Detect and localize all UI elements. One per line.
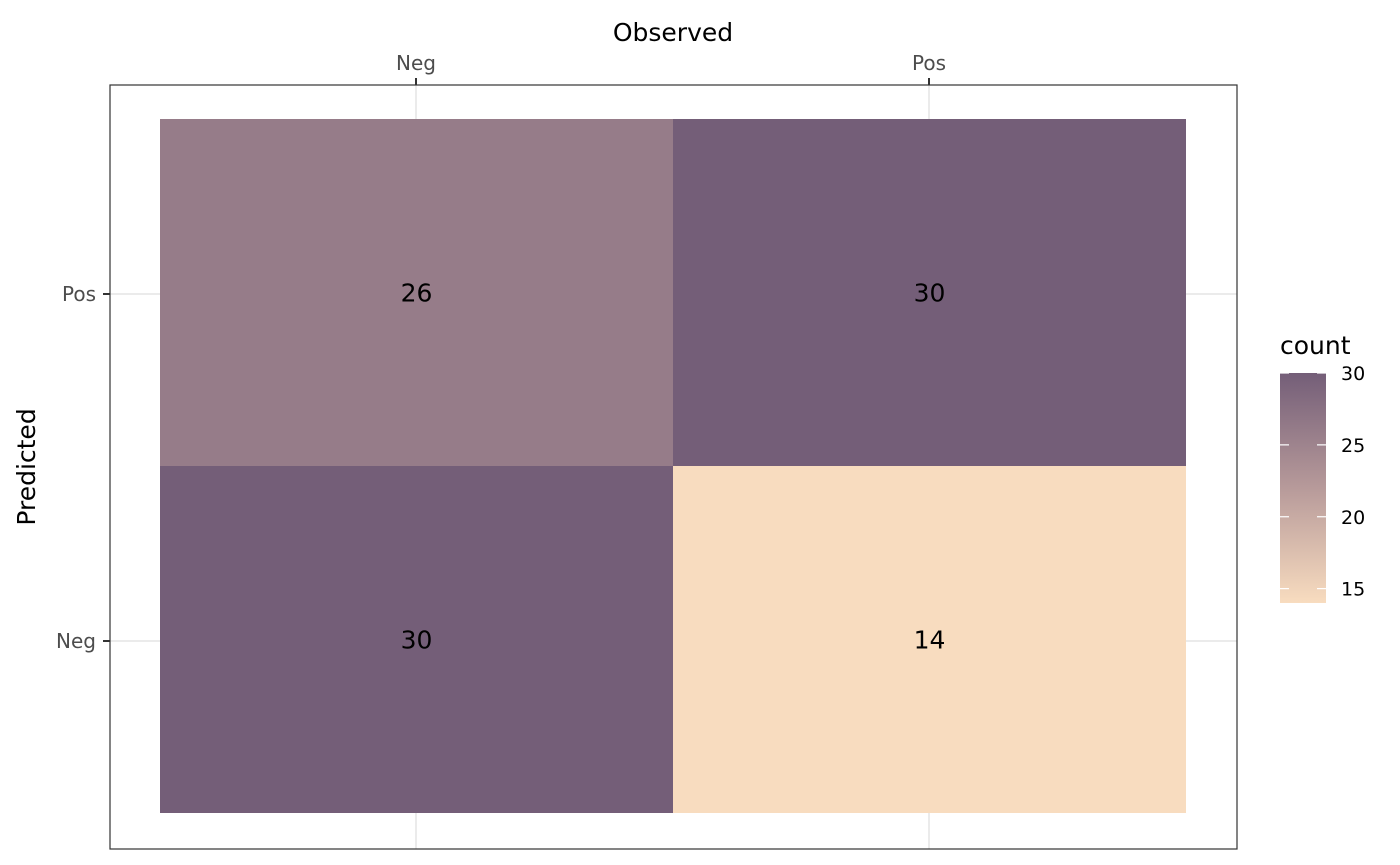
tile-label-observed-neg-neg: 30 <box>401 626 433 655</box>
y-tick-label-pos: Pos <box>62 282 96 306</box>
x-axis-top: Neg Pos Observed <box>396 18 946 85</box>
y-axis-left: Pos Neg Predicted <box>12 282 110 653</box>
y-tick-label-neg: Neg <box>56 629 96 653</box>
legend-tick-label-30: 30 <box>1341 363 1365 385</box>
x-axis-title: Observed <box>613 18 733 47</box>
x-tick-label-pos: Pos <box>912 51 946 75</box>
y-axis-title: Predicted <box>12 408 41 525</box>
tile-observed-pos-neg <box>673 466 1186 813</box>
legend-colorbar <box>1280 373 1326 603</box>
legend-tick-label-20: 20 <box>1341 507 1365 529</box>
tile-observed-pos-pos <box>673 119 1186 466</box>
tile-observed-neg-neg <box>160 466 673 813</box>
tile-label-observed-pos-neg: 14 <box>914 626 946 655</box>
legend-tick-label-25: 25 <box>1341 435 1365 457</box>
legend-title: count <box>1280 331 1351 360</box>
tile-label-observed-neg-pos: 26 <box>401 279 433 308</box>
panel-border <box>109 84 1238 850</box>
legend-tick-label-15: 15 <box>1341 579 1365 601</box>
heatmap-tiles: 26 30 30 14 <box>160 119 1186 813</box>
color-legend: count 15 20 25 30 <box>1280 331 1365 603</box>
tile-label-observed-pos-pos: 30 <box>914 279 946 308</box>
x-tick-label-neg: Neg <box>396 51 436 75</box>
tile-observed-neg-pos <box>160 119 673 466</box>
legend-ticks: 15 20 25 30 <box>1280 363 1365 601</box>
